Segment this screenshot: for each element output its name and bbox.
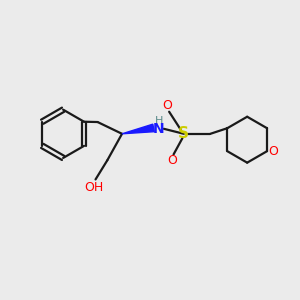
Text: O: O: [167, 154, 177, 167]
Text: H: H: [154, 116, 163, 126]
Text: S: S: [178, 126, 189, 141]
Text: O: O: [268, 145, 278, 158]
Text: OH: OH: [84, 181, 104, 194]
Text: O: O: [163, 99, 172, 112]
Polygon shape: [122, 124, 154, 134]
Text: N: N: [153, 122, 165, 136]
